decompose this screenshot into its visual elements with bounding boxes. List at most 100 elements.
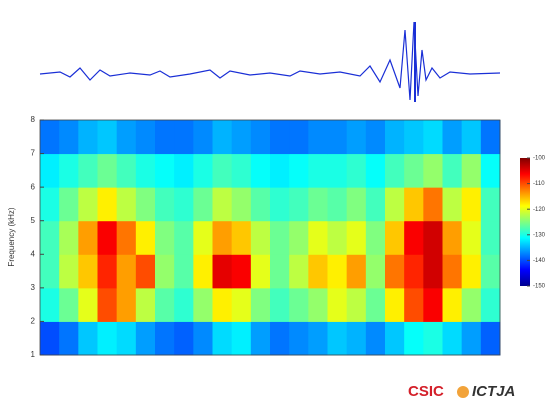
heat-cell: [308, 154, 328, 188]
heat-cell: [347, 187, 367, 221]
heat-cell: [59, 221, 79, 255]
heat-cell: [40, 221, 60, 255]
heat-cell: [117, 288, 137, 322]
logo-icon: [457, 386, 469, 398]
heat-cell: [404, 187, 424, 221]
heat-cell: [117, 221, 137, 255]
heat-cell: [462, 187, 482, 221]
heat-cell: [232, 154, 252, 188]
heat-cell: [443, 288, 463, 322]
heat-cell: [136, 187, 156, 221]
heat-cell: [462, 154, 482, 188]
heat-cell: [78, 221, 98, 255]
heat-cell: [270, 288, 290, 322]
heat-cell: [232, 120, 252, 154]
heat-cell: [385, 154, 405, 188]
heat-cell: [443, 120, 463, 154]
chart: CSIC ICTJA Frequency (kHz) 12345678-100-…: [0, 0, 555, 412]
heat-cell: [347, 254, 367, 288]
heat-cell: [347, 221, 367, 255]
heat-cell: [462, 221, 482, 255]
heat-cell: [289, 120, 309, 154]
heat-cell: [251, 321, 271, 355]
heat-cell: [481, 321, 501, 355]
waveform-peak: [414, 22, 416, 102]
heat-cell: [98, 187, 118, 221]
heat-cell: [289, 321, 309, 355]
heat-cell: [347, 321, 367, 355]
heat-cell: [40, 187, 60, 221]
heat-cell: [328, 288, 348, 322]
heat-cell: [251, 254, 271, 288]
heat-cell: [193, 288, 213, 322]
heat-cell: [213, 254, 233, 288]
heat-cell: [59, 288, 79, 322]
colorbar-tick-label: -140: [533, 258, 546, 264]
heat-cell: [404, 321, 424, 355]
heat-cell: [213, 154, 233, 188]
heat-cell: [443, 221, 463, 255]
heat-cell: [59, 187, 79, 221]
heat-cell: [155, 254, 175, 288]
heat-cell: [98, 154, 118, 188]
heat-cell: [232, 187, 252, 221]
heat-cell: [423, 187, 443, 221]
heat-cell: [308, 288, 328, 322]
heat-cell: [174, 154, 194, 188]
heat-cell: [251, 187, 271, 221]
heat-cell: [328, 120, 348, 154]
heat-cell: [366, 120, 386, 154]
heat-cell: [308, 321, 328, 355]
heat-cell: [385, 187, 405, 221]
heat-cell: [59, 321, 79, 355]
heat-cell: [193, 254, 213, 288]
heat-cell: [385, 120, 405, 154]
heat-cell: [423, 321, 443, 355]
heat-cell: [404, 221, 424, 255]
heat-cell: [232, 221, 252, 255]
heat-cell: [404, 254, 424, 288]
heat-cell: [481, 221, 501, 255]
y-tick-label: 4: [31, 249, 36, 258]
heat-cell: [481, 254, 501, 288]
heat-cell: [174, 321, 194, 355]
heat-cell: [404, 288, 424, 322]
heat-cell: [289, 254, 309, 288]
heat-cell: [174, 120, 194, 154]
heat-cell: [59, 154, 79, 188]
heat-cell: [136, 321, 156, 355]
heat-cell: [443, 187, 463, 221]
heat-cell: [289, 288, 309, 322]
heat-cell: [423, 154, 443, 188]
heat-cell: [481, 120, 501, 154]
heat-cell: [270, 154, 290, 188]
heat-cell: [328, 321, 348, 355]
heat-cell: [404, 154, 424, 188]
heat-cell: [443, 254, 463, 288]
heat-cell: [174, 288, 194, 322]
heat-cell: [78, 321, 98, 355]
heat-cell: [78, 120, 98, 154]
heat-cell: [366, 154, 386, 188]
heat-cell: [98, 254, 118, 288]
y-axis-label: Frequency (kHz): [7, 207, 16, 266]
heat-cell: [385, 221, 405, 255]
heat-cell: [78, 254, 98, 288]
heat-cell: [289, 221, 309, 255]
heat-cell: [308, 221, 328, 255]
y-tick-label: 8: [31, 115, 36, 124]
heat-cell: [443, 154, 463, 188]
logo-text: ICTJA: [472, 383, 515, 400]
heat-cell: [40, 120, 60, 154]
heat-cell: [347, 154, 367, 188]
heat-cell: [328, 254, 348, 288]
y-tick-label: 5: [31, 216, 36, 225]
heat-cell: [347, 120, 367, 154]
heat-cell: [328, 221, 348, 255]
heat-cell: [155, 154, 175, 188]
heat-cell: [481, 154, 501, 188]
heat-cell: [174, 221, 194, 255]
heat-cell: [251, 154, 271, 188]
heat-cell: [423, 288, 443, 322]
heat-cell: [40, 154, 60, 188]
